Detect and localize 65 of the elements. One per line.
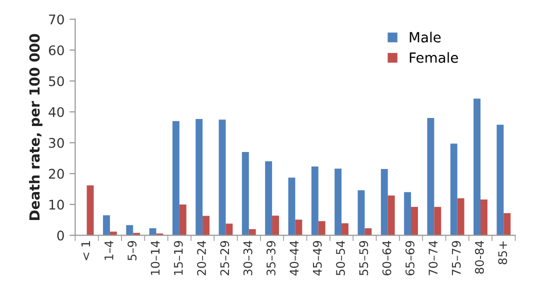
- bar: [172, 121, 180, 236]
- legend-label: Male: [410, 32, 441, 42]
- y-axis-title: Death rate, per 100 000: [28, 34, 42, 220]
- x-tick-label: 40–44: [290, 240, 299, 276]
- y-tick-label: 20: [48, 168, 64, 179]
- x-tick-label: 25–29: [220, 241, 230, 276]
- bar: [496, 124, 504, 236]
- bar: [380, 168, 388, 236]
- bar: [411, 206, 418, 236]
- bar: [196, 118, 203, 236]
- bar: [102, 215, 110, 236]
- y-tick-label: 30: [48, 138, 64, 148]
- bar: [149, 228, 156, 236]
- bar: [202, 216, 210, 236]
- bar: [272, 216, 279, 236]
- bar: [450, 144, 458, 236]
- bar: [126, 225, 134, 236]
- bar: [295, 220, 302, 236]
- bar: [404, 192, 412, 236]
- x-tick-label: 55–59: [359, 241, 368, 276]
- x-tick-label: 70–74: [428, 240, 438, 276]
- x-tick-label: 50–54: [336, 240, 345, 276]
- bar: [265, 161, 272, 236]
- bar: [248, 229, 256, 236]
- bar: [311, 166, 318, 236]
- y-tick-label: 70: [49, 14, 64, 24]
- bar: [364, 228, 372, 236]
- bar: [474, 98, 480, 236]
- bar: [342, 223, 348, 236]
- bar: [318, 221, 326, 236]
- bar: [434, 206, 442, 236]
- x-tick-label: 60–64: [382, 240, 392, 276]
- bar: [427, 118, 434, 236]
- y-tick-label: 60: [48, 45, 64, 56]
- bar: [179, 204, 186, 236]
- x-tick-label: 80-84: [474, 240, 484, 274]
- bar: [334, 168, 342, 236]
- bar: [288, 178, 296, 236]
- bar: [358, 190, 365, 236]
- y-tick-label: 0: [57, 230, 64, 241]
- bar: [388, 196, 395, 236]
- x-tick-label: 15–19: [174, 241, 183, 275]
- x-tick-label: 10–14: [150, 240, 160, 275]
- y-tick-label: 50: [49, 76, 64, 86]
- bar: [218, 120, 226, 236]
- x-tick-label: 85+: [498, 241, 508, 264]
- y-tick-label: 10: [49, 200, 64, 210]
- x-tick-label: 1–4: [104, 240, 114, 260]
- y-tick-label: 40: [48, 107, 64, 118]
- bar: [242, 152, 249, 236]
- bar: [457, 198, 464, 236]
- bar: [86, 185, 94, 236]
- bar: [504, 213, 511, 236]
- x-tick-label: 45–49: [312, 241, 322, 276]
- x-tick-label: 75–79: [452, 241, 461, 276]
- bar: [480, 200, 488, 236]
- x-tick-label: 5–9: [128, 241, 137, 260]
- legend-label: Female: [410, 52, 458, 63]
- bar: [226, 224, 233, 236]
- x-tick-label: < 1: [81, 241, 90, 260]
- x-tick-label: 30–34: [243, 240, 252, 276]
- x-tick-label: 35–39: [266, 241, 276, 276]
- bar: [110, 232, 117, 236]
- x-tick-label: 65–69: [406, 241, 414, 276]
- x-tick-label: 20–24: [197, 240, 206, 276]
